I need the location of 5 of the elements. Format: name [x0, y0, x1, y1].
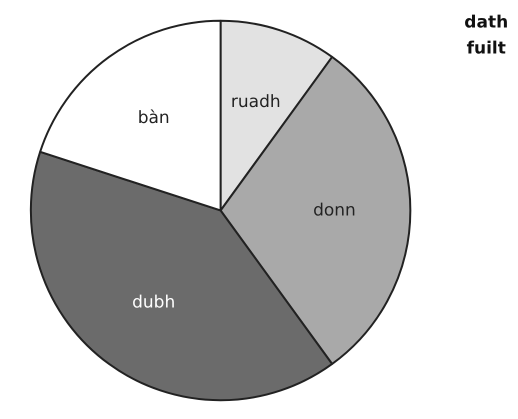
slice-label: dubh [132, 292, 176, 313]
slice-label: bàn [138, 108, 170, 128]
slice-label: ruadh [230, 92, 281, 112]
slice-label: donn [313, 200, 356, 220]
text: dath fuilt [464, 12, 508, 59]
